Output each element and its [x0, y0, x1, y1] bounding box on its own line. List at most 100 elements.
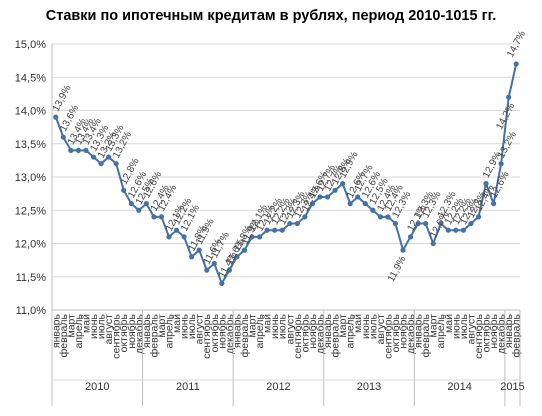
data-label: 11,9% [386, 254, 409, 284]
x-tick-label: ноябрь [126, 313, 138, 348]
x-tick-label: апрель [73, 313, 85, 348]
x-tick-label: февраль [58, 313, 70, 357]
data-point [166, 234, 172, 240]
x-tick-label: май [443, 314, 455, 333]
data-point [173, 227, 180, 233]
x-tick-label: май [262, 314, 274, 333]
data-point [83, 147, 89, 153]
x-tick-label: ноябрь [216, 313, 228, 348]
x-tick-label: февраль [511, 313, 523, 357]
x-tick-label: август [194, 314, 206, 345]
data-point [279, 227, 285, 233]
data-point [302, 214, 308, 220]
data-point [324, 194, 331, 200]
y-tick-label: 13,5% [15, 139, 46, 151]
x-tick-label: август [375, 314, 387, 345]
y-tick-label: 15,0% [15, 39, 46, 51]
data-point [53, 114, 59, 120]
x-tick-label: октябрь [481, 313, 493, 352]
data-point [128, 201, 134, 207]
x-tick-label: март [247, 314, 259, 338]
x-tick-label: июнь [88, 313, 100, 339]
line-layer [53, 61, 519, 286]
x-tick-label: сентябрь [292, 313, 304, 358]
data-point [106, 154, 112, 160]
y-tick-label: 13,0% [15, 172, 46, 184]
data-label: 13,2% [496, 130, 519, 160]
data-point [445, 227, 451, 233]
x-tick-label: февраль [148, 313, 160, 357]
data-point [400, 247, 406, 253]
x-tick-label: июнь [360, 313, 372, 339]
year-label: 2014 [447, 381, 471, 393]
x-tick-label: январь [413, 313, 425, 348]
data-point [196, 247, 202, 253]
x-tick-label: июль [277, 313, 289, 339]
x-tick-label: июнь [179, 313, 191, 339]
y-tick-label: 12,5% [15, 205, 46, 217]
data-point [392, 220, 399, 227]
data-point [75, 147, 82, 153]
x-tick-label: сентябрь [201, 313, 213, 358]
x-tick-label: октябрь [390, 313, 402, 352]
data-point [309, 201, 316, 207]
data-point [219, 280, 225, 286]
year-label: 2011 [176, 381, 200, 393]
y-tick-label: 11,5% [16, 272, 47, 284]
data-point [189, 254, 195, 260]
x-tick-label: июль [186, 313, 198, 339]
data-point [430, 240, 436, 247]
data-point [407, 234, 414, 240]
x-tick-label: октябрь [209, 313, 221, 352]
data-point [249, 234, 255, 240]
x-tick-label: октябрь [299, 313, 311, 352]
data-point [256, 234, 263, 240]
x-tick-label: апрель [254, 313, 266, 348]
year-label: 2012 [266, 381, 290, 393]
data-point [121, 187, 127, 193]
data-point [460, 227, 466, 233]
data-point [136, 207, 142, 213]
x-tick-label: июль [367, 313, 379, 339]
data-point [287, 220, 293, 227]
y-tick-label: 14,5% [15, 72, 46, 84]
data-point [181, 234, 187, 240]
year-label: 2015 [500, 381, 524, 393]
data-point [241, 247, 248, 253]
data-point [362, 201, 368, 207]
data-point [68, 147, 74, 153]
x-tick-label: февраль [330, 313, 342, 357]
data-label-layer: 13,9%13,6%13,4%13,4%13,4%13,3%13,2%13,3%… [51, 29, 529, 284]
x-tick-label: апрель [435, 313, 447, 348]
y-tick-label: 11,0% [16, 305, 47, 317]
x-tick-label: ноябрь [307, 313, 319, 348]
x-tick-label: август [465, 314, 477, 345]
data-point [483, 181, 489, 187]
data-point [468, 220, 474, 227]
data-point [423, 220, 429, 227]
data-point [506, 94, 512, 100]
data-point [60, 134, 66, 140]
x-tick-label: август [284, 314, 296, 345]
data-point [143, 201, 149, 207]
x-tick-label: октябрь [118, 313, 130, 352]
x-tick-label: июль [458, 313, 470, 339]
x-tick-label: январь [141, 313, 153, 348]
x-tick-label: июнь [269, 313, 281, 339]
data-point [272, 227, 278, 233]
data-point [347, 201, 353, 207]
year-label: 2013 [357, 381, 381, 393]
data-point [385, 214, 391, 220]
axis-layer: 11,0% 11,5% 12,0% 12,5% 13,0% 13,5% 14,0% 14,5%… [15, 39, 525, 406]
y-tick-label: 12,0% [15, 239, 46, 251]
data-point [453, 227, 459, 233]
x-tick-label: ноябрь [488, 313, 500, 348]
x-tick-label: март [65, 314, 77, 338]
data-point [438, 220, 444, 227]
x-tick-label: май [352, 314, 364, 333]
data-point [226, 267, 232, 273]
x-tick-label: апрель [164, 313, 176, 348]
chart-title: Ставки по ипотечным кредитам в рублях, п… [45, 8, 497, 24]
data-point [151, 214, 157, 220]
